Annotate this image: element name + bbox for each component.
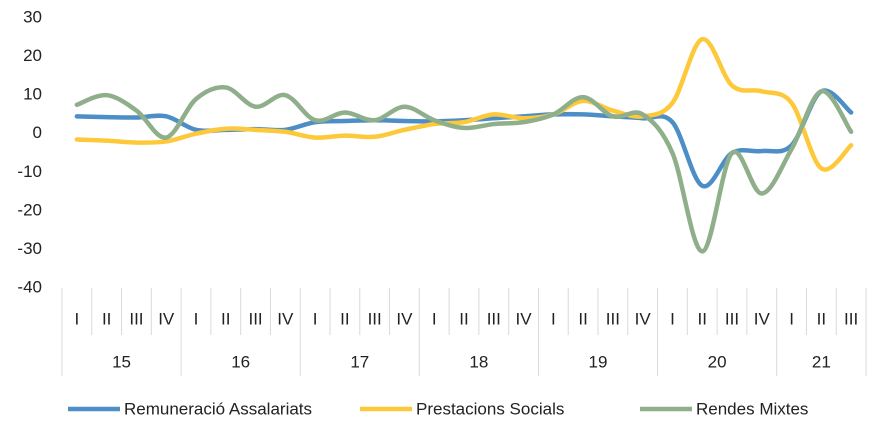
x-tick-label: II (340, 309, 349, 328)
x-tick-label: IV (158, 309, 175, 328)
x-tick-label: III (606, 309, 620, 328)
y-tick-label: -40 (17, 277, 42, 296)
y-tick-label: 10 (23, 85, 42, 104)
x-tick-label: IV (396, 309, 413, 328)
x-tick-label: III (129, 309, 143, 328)
x-tick-label: II (578, 309, 587, 328)
y-tick-label: 0 (33, 123, 42, 142)
y-tick-label: -10 (17, 162, 42, 181)
x-tick-label: I (432, 309, 437, 328)
x-tick-label: IV (277, 309, 294, 328)
y-tick-label: -20 (17, 200, 42, 219)
x-tick-label: I (194, 309, 199, 328)
x-tick-label: I (670, 309, 675, 328)
x-tick-label: III (487, 309, 501, 328)
x-tick-label: I (313, 309, 318, 328)
x-tick-label: IV (516, 309, 533, 328)
x-tick-label: II (102, 309, 111, 328)
x-tick-label: II (697, 309, 706, 328)
x-group-label: 20 (708, 352, 727, 371)
x-tick-label: IV (754, 309, 771, 328)
x-group-label: 15 (112, 352, 131, 371)
y-tick-label: 20 (23, 46, 42, 65)
x-group-label: 21 (812, 352, 831, 371)
x-tick-label: II (817, 309, 826, 328)
x-tick-label: IV (635, 309, 652, 328)
legend-label: Prestacions Socials (416, 399, 564, 418)
x-tick-label: III (368, 309, 382, 328)
x-tick-label: II (459, 309, 468, 328)
x-tick-label: III (725, 309, 739, 328)
x-group-label: 19 (589, 352, 608, 371)
x-tick-label: III (844, 309, 858, 328)
line-series (74, 36, 854, 172)
x-group-label: 18 (469, 352, 488, 371)
x-tick-label: I (75, 309, 80, 328)
legend-label: Remuneració Assalariats (124, 399, 312, 418)
y-tick-label: -30 (17, 239, 42, 258)
line-series (74, 84, 854, 254)
x-tick-label: III (248, 309, 262, 328)
x-tick-label: I (551, 309, 556, 328)
x-group-label: 17 (350, 352, 369, 371)
y-tick-label: 30 (23, 7, 42, 26)
x-tick-label: I (789, 309, 794, 328)
x-tick-label: II (221, 309, 230, 328)
x-group-label: 16 (231, 352, 250, 371)
legend-label: Rendes Mixtes (696, 399, 808, 418)
